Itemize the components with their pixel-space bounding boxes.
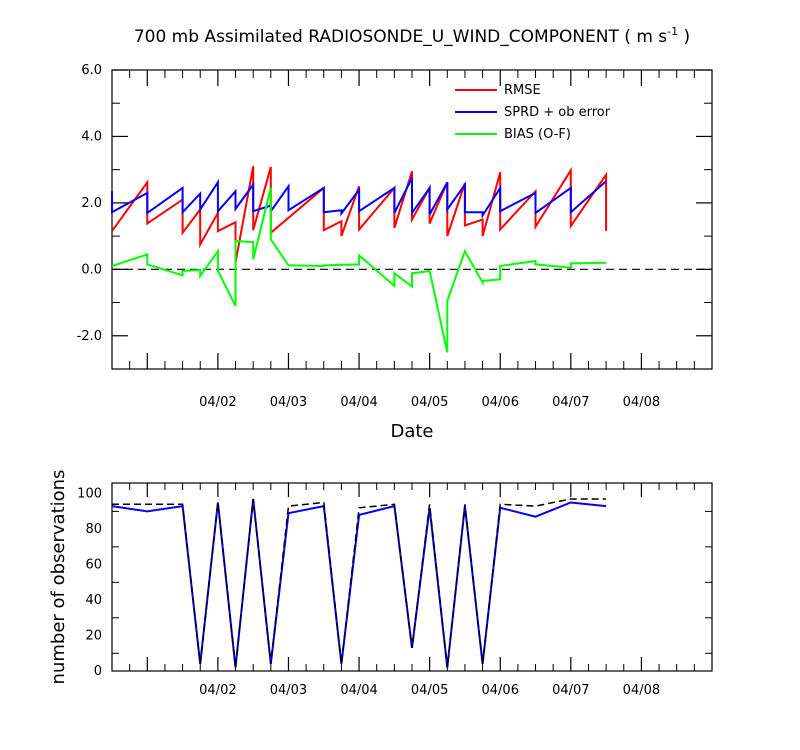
bottom-y-tick-label: 20	[85, 629, 102, 644]
x-axis-title: Date	[390, 421, 433, 442]
top-x-tick-label: 04/02	[199, 395, 236, 410]
top-y-tick-label: 4.0	[81, 129, 102, 144]
top-x-tick-label: 04/03	[270, 395, 307, 410]
chart-title: 700 mb Assimilated RADIOSONDE_U_WIND_COM…	[134, 25, 690, 47]
chart-title-exponent: -1	[667, 25, 678, 38]
top-x-tick-label: 04/08	[623, 395, 660, 410]
bottom-x-tick-label: 04/04	[340, 683, 377, 698]
bottom-series-possible	[112, 498, 607, 668]
bottom-y-tick-label: 100	[77, 487, 102, 502]
bottom-x-tick-label: 04/03	[270, 683, 307, 698]
top-x-tick-label: 04/04	[340, 395, 377, 410]
legend-label-bias-o-f: BIAS (O-F)	[504, 127, 571, 142]
top-series-bias-o-f	[111, 187, 607, 353]
top-y-tick-label: 2.0	[81, 196, 102, 211]
top-series-sprd-ob-error	[111, 177, 607, 219]
bottom-chart: 04/02 04/03 04/04 04/05 04/06 04/07 04/08 0 20 40…	[77, 482, 713, 698]
top-x-tick-label: 04/06	[482, 395, 519, 410]
bottom-x-tick-label: 04/08	[623, 683, 660, 698]
bottom-y-tick-label: 0	[94, 664, 102, 679]
bottom-y-tick-label: 80	[85, 522, 102, 537]
top-chart: 04/02 04/03 04/04 04/05 04/06 04/07 04/08 -2.0 0…	[77, 63, 713, 410]
legend-label-rmse: RMSE	[504, 83, 541, 98]
y-axis-title-observations: number of observations	[48, 470, 69, 685]
bottom-x-tick-label: 04/02	[199, 683, 236, 698]
bottom-y-tick-label: 60	[85, 558, 102, 573]
bottom-y-tick-label: 40	[85, 593, 102, 608]
chart-title-suffix: )	[678, 27, 690, 47]
top-y-tick-label: 0.0	[81, 262, 102, 277]
top-x-tick-label: 04/05	[411, 395, 448, 410]
top-y-tick-label: 6.0	[81, 63, 102, 78]
bottom-x-tick-label: 04/07	[552, 683, 589, 698]
bottom-x-tick-label: 04/05	[411, 683, 448, 698]
bottom-x-tick-label: 04/06	[482, 683, 519, 698]
chart-title-main: 700 mb Assimilated RADIOSONDE_U_WIND_COM…	[134, 27, 667, 47]
top-x-tick-label: 04/07	[552, 395, 589, 410]
top-y-tick-label: -2.0	[77, 329, 102, 344]
legend-label-sprd-ob-error: SPRD + ob error	[504, 105, 611, 120]
